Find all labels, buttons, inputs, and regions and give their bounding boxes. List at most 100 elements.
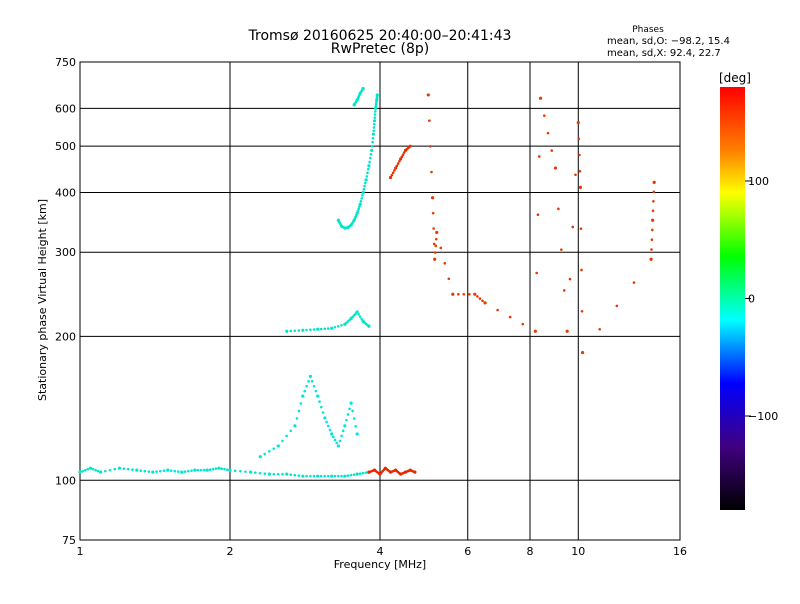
y-axis-label: Stationary phase Virtual Height [km] xyxy=(36,199,49,401)
data-point xyxy=(535,271,538,275)
data-point xyxy=(434,237,438,241)
data-point xyxy=(330,474,334,478)
data-point xyxy=(301,474,305,478)
data-point xyxy=(173,469,177,473)
data-point xyxy=(267,472,272,476)
data-point xyxy=(214,467,218,470)
data-point xyxy=(299,402,303,405)
data-point xyxy=(88,466,93,470)
data-point xyxy=(325,420,328,424)
data-point xyxy=(560,248,563,251)
data-point xyxy=(508,315,512,319)
data-point xyxy=(205,468,209,472)
data-point xyxy=(432,227,435,230)
data-point xyxy=(295,417,299,420)
data-point xyxy=(176,470,180,473)
data-point xyxy=(451,292,455,296)
data-point xyxy=(155,470,158,473)
data-point xyxy=(365,175,369,178)
data-point xyxy=(202,468,206,472)
data-point xyxy=(346,413,350,416)
data-point xyxy=(94,468,97,472)
data-point xyxy=(162,469,166,472)
data-point xyxy=(319,474,323,478)
data-point xyxy=(267,450,271,453)
data-point xyxy=(393,169,396,172)
data-point xyxy=(305,328,308,332)
data-point xyxy=(358,202,362,206)
data-point xyxy=(193,468,197,472)
data-point xyxy=(370,148,374,152)
data-point xyxy=(158,469,162,473)
data-point xyxy=(220,467,223,470)
data-point xyxy=(316,394,320,398)
data-point xyxy=(426,93,430,97)
data-point xyxy=(285,329,289,333)
data-point xyxy=(355,432,359,436)
data-point xyxy=(336,474,340,478)
data-point xyxy=(352,313,356,317)
y-tick-label: 300 xyxy=(55,246,76,259)
data-point xyxy=(435,230,439,235)
data-point xyxy=(363,184,366,188)
colorbar-tick-label: 100 xyxy=(748,175,769,188)
data-point xyxy=(650,248,653,251)
data-point xyxy=(367,164,371,168)
data-point xyxy=(357,312,360,316)
data-point xyxy=(366,167,370,171)
data-point xyxy=(323,416,327,420)
data-point xyxy=(401,153,405,156)
y-tick-label: 600 xyxy=(55,102,76,115)
data-point xyxy=(399,157,403,161)
data-point xyxy=(147,470,151,473)
colorbar-tick-label: 0 xyxy=(748,293,755,306)
data-point xyxy=(579,227,583,230)
data-point xyxy=(457,292,460,296)
data-point xyxy=(390,173,394,177)
data-point xyxy=(398,159,401,163)
data-point xyxy=(372,122,376,126)
colorbar-tick-label: −100 xyxy=(748,410,778,423)
data-point xyxy=(652,190,656,194)
data-point xyxy=(352,473,356,476)
data-point xyxy=(651,209,655,213)
data-point xyxy=(183,470,187,473)
data-point xyxy=(333,325,337,329)
data-point xyxy=(330,432,334,436)
data-point xyxy=(580,268,583,272)
x-tick-label: 16 xyxy=(673,545,687,558)
data-point xyxy=(580,309,584,313)
data-point xyxy=(99,470,103,474)
data-point xyxy=(343,474,347,478)
data-point xyxy=(281,439,284,443)
data-point xyxy=(258,471,262,475)
chart-subtitle: RwPretec (8p) xyxy=(331,41,429,57)
data-point xyxy=(323,327,327,331)
data-point xyxy=(351,409,354,413)
y-tick-label: 400 xyxy=(55,186,76,199)
data-point xyxy=(433,257,437,261)
data-point xyxy=(574,173,577,177)
data-point xyxy=(336,444,340,448)
data-point xyxy=(355,472,359,476)
data-point xyxy=(117,466,122,470)
data-point xyxy=(297,474,301,477)
data-point xyxy=(169,469,173,472)
data-point xyxy=(332,435,335,439)
data-point xyxy=(349,401,353,405)
data-point xyxy=(122,467,126,470)
y-tick-label: 500 xyxy=(55,140,76,153)
data-point xyxy=(650,238,654,242)
data-point xyxy=(372,126,376,129)
data-point xyxy=(355,310,359,314)
data-point xyxy=(396,162,400,165)
data-point xyxy=(369,156,372,160)
data-point xyxy=(443,262,447,265)
data-point xyxy=(272,447,276,450)
data-point xyxy=(364,471,368,474)
data-point xyxy=(478,297,482,300)
data-point xyxy=(104,469,107,473)
data-point xyxy=(430,170,433,174)
data-point xyxy=(135,468,139,472)
data-point xyxy=(565,329,569,333)
